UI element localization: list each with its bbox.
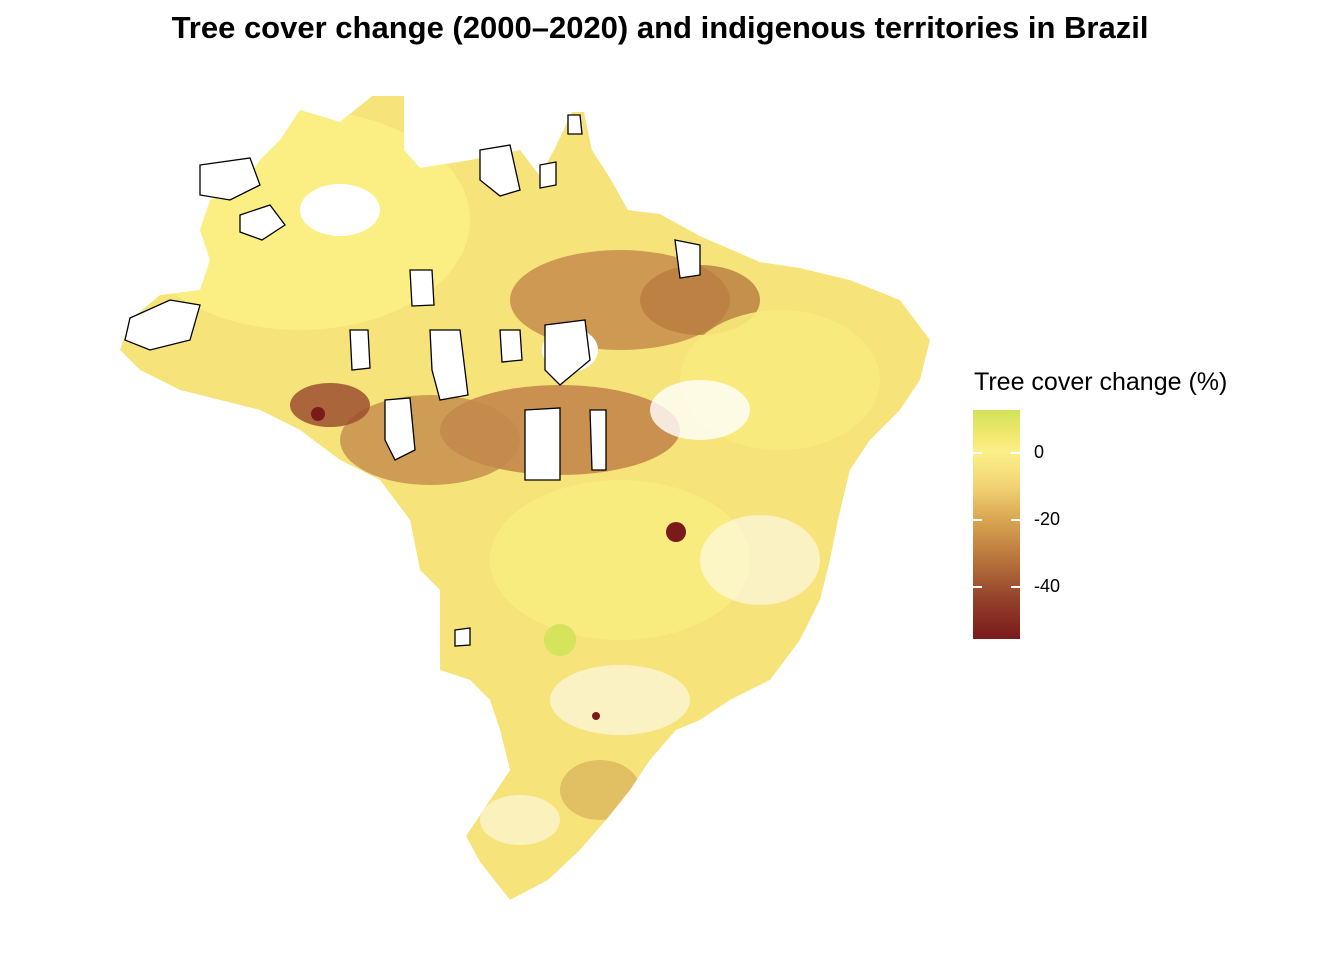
central-region	[490, 480, 750, 640]
legend-colorbar	[973, 410, 1020, 639]
no-data-gap	[700, 515, 820, 605]
no-data-gap	[650, 380, 750, 440]
no-data-gap	[480, 795, 560, 845]
no-data-gap	[300, 184, 380, 236]
legend-tick-label: 0	[1034, 442, 1045, 462]
high-loss-spot	[592, 712, 600, 720]
territory-outline	[429, 329, 469, 401]
territory-outline	[349, 329, 371, 371]
map-title: Tree cover change (2000–2020) and indige…	[171, 10, 1149, 45]
territory-outline	[539, 161, 557, 189]
territory-outline	[384, 397, 416, 461]
territory-outline	[589, 409, 607, 471]
territory-outline	[524, 407, 561, 481]
green-gain-patch	[544, 624, 576, 656]
rondonia-region	[290, 383, 370, 427]
territory-outline	[499, 329, 523, 363]
territory-outline	[674, 239, 701, 279]
high-loss-spot	[311, 407, 325, 421]
maranhao-region	[640, 265, 760, 335]
territory-outline	[544, 319, 591, 386]
territory-outline	[567, 114, 583, 135]
high-loss-spot	[666, 522, 686, 542]
territory-outline	[479, 144, 521, 197]
territory-outline	[124, 299, 201, 351]
legend-tick-mark	[973, 586, 1020, 588]
territory-outline	[199, 157, 261, 201]
territory-outline	[409, 269, 435, 307]
map-fill-group	[120, 96, 930, 900]
indigenous-territories-layer	[124, 114, 701, 647]
no-data-gap	[550, 665, 690, 735]
legend-tick-mark	[973, 519, 1020, 521]
territory-outline	[239, 204, 286, 241]
legend-tick-label: -20	[1034, 509, 1061, 529]
legend-title: Tree cover change (%)	[974, 368, 1228, 396]
territory-outline	[454, 627, 471, 647]
legend-tick-mark	[973, 452, 1020, 454]
south-region	[560, 760, 640, 820]
legend-tick-label: -40	[1034, 576, 1061, 596]
